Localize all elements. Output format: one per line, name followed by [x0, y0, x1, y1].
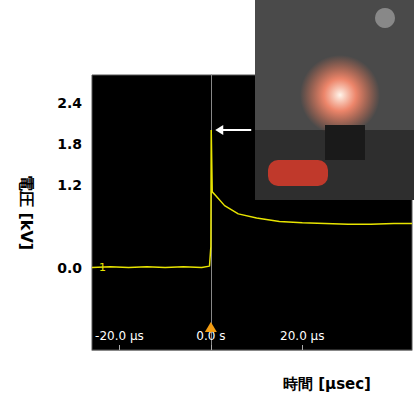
svg-text:時間 [μsec]: 時間 [μsec] [283, 375, 371, 393]
svg-text:0.0: 0.0 [57, 260, 82, 276]
svg-text:1.2: 1.2 [57, 177, 82, 193]
svg-text:20.0 μs: 20.0 μs [280, 329, 324, 343]
svg-text:2.4: 2.4 [57, 95, 82, 111]
svg-text:1: 1 [99, 261, 106, 274]
svg-text:電圧 [kV]: 電圧 [kV] [17, 175, 36, 250]
svg-text:1.8: 1.8 [57, 136, 82, 152]
svg-text:0.0 s: 0.0 s [196, 329, 226, 343]
svg-text:-20.0 μs: -20.0 μs [95, 329, 144, 343]
